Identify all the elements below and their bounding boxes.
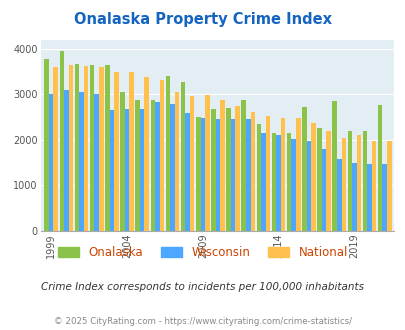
Bar <box>386 141 390 231</box>
Bar <box>75 64 79 231</box>
Bar <box>286 133 291 231</box>
Bar <box>291 139 295 231</box>
Bar <box>94 94 99 231</box>
Bar <box>377 105 382 231</box>
Bar <box>174 92 179 231</box>
Bar <box>347 131 351 231</box>
Bar <box>124 109 129 231</box>
Bar <box>215 119 220 231</box>
Text: Onalaska Property Crime Index: Onalaska Property Crime Index <box>74 12 331 26</box>
Bar <box>150 100 155 231</box>
Bar <box>321 148 326 231</box>
Bar <box>295 117 300 231</box>
Bar <box>301 107 306 231</box>
Bar <box>180 82 185 231</box>
Text: © 2025 CityRating.com - https://www.cityrating.com/crime-statistics/: © 2025 CityRating.com - https://www.city… <box>54 317 351 326</box>
Bar <box>155 102 159 231</box>
Bar <box>265 116 270 231</box>
Text: Crime Index corresponds to incidents per 100,000 inhabitants: Crime Index corresponds to incidents per… <box>41 282 364 292</box>
Bar <box>382 164 386 231</box>
Bar <box>362 131 367 231</box>
Bar <box>90 65 94 231</box>
Bar <box>105 65 109 231</box>
Bar <box>79 92 83 231</box>
Bar <box>250 112 254 231</box>
Bar <box>316 128 321 231</box>
Bar <box>144 77 149 231</box>
Bar <box>190 96 194 231</box>
Bar <box>44 59 49 231</box>
Bar <box>226 109 230 231</box>
Bar <box>311 123 315 231</box>
Bar <box>129 72 134 231</box>
Bar <box>245 119 250 231</box>
Bar <box>185 113 190 231</box>
Bar <box>60 51 64 231</box>
Bar <box>306 141 311 231</box>
Bar <box>356 135 360 231</box>
Bar <box>196 116 200 231</box>
Bar <box>140 109 144 231</box>
Bar <box>120 92 124 231</box>
Bar <box>49 94 53 231</box>
Bar <box>336 159 341 231</box>
Bar <box>371 141 375 231</box>
Bar <box>159 80 164 231</box>
Bar <box>271 133 276 231</box>
Bar <box>170 104 174 231</box>
Bar <box>165 76 170 231</box>
Bar <box>135 100 140 231</box>
Bar <box>235 106 239 231</box>
Bar <box>332 101 336 231</box>
Bar <box>341 138 345 231</box>
Bar <box>351 163 356 231</box>
Bar <box>68 65 73 231</box>
Bar <box>326 131 330 231</box>
Bar <box>220 100 224 231</box>
Bar <box>53 67 58 231</box>
Legend: Onalaska, Wisconsin, National: Onalaska, Wisconsin, National <box>53 241 352 264</box>
Bar <box>114 72 118 231</box>
Bar <box>211 109 215 231</box>
Bar <box>367 164 371 231</box>
Bar <box>230 119 235 231</box>
Bar <box>256 124 260 231</box>
Bar <box>260 133 265 231</box>
Bar <box>280 117 285 231</box>
Bar <box>109 110 114 231</box>
Bar <box>64 90 68 231</box>
Bar <box>200 117 205 231</box>
Bar <box>99 67 103 231</box>
Bar <box>241 100 245 231</box>
Bar <box>276 135 280 231</box>
Bar <box>205 95 209 231</box>
Bar <box>83 66 88 231</box>
